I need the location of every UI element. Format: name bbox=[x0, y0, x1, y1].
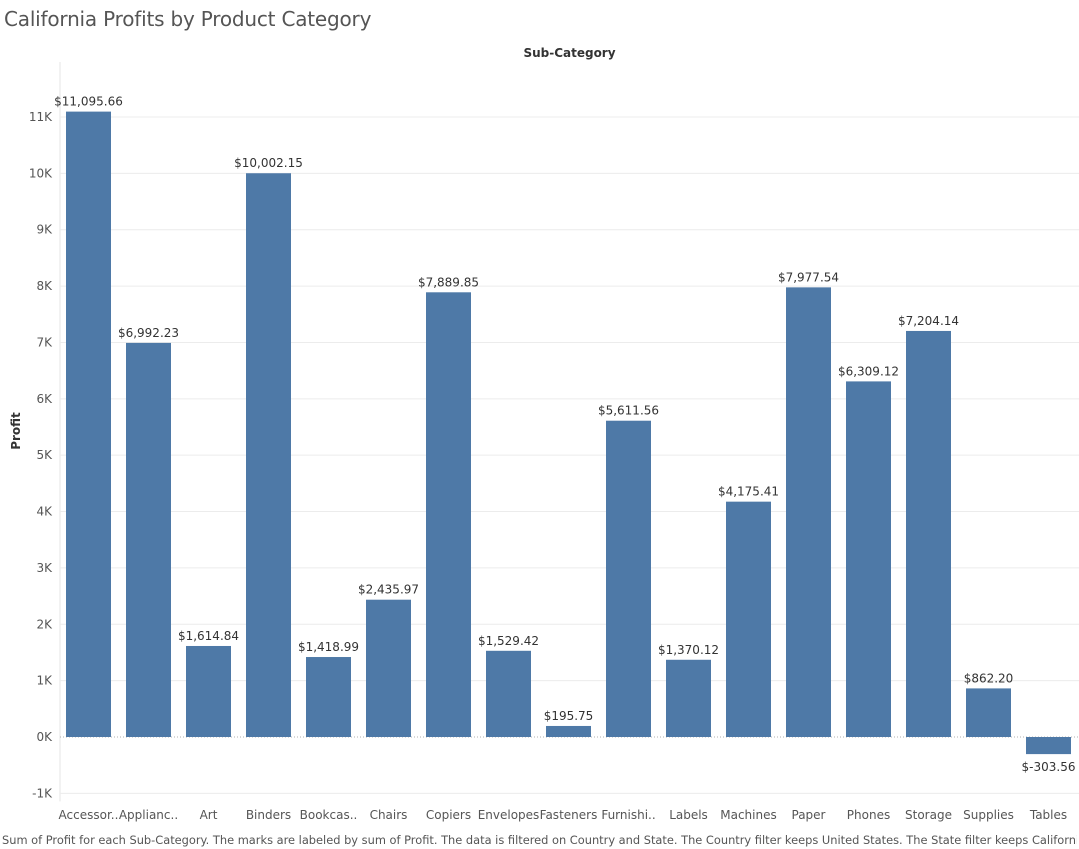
x-tick-label: Tables bbox=[1029, 808, 1067, 822]
x-tick-label: Fasteners bbox=[540, 808, 598, 822]
data-label: $862.20 bbox=[964, 671, 1014, 685]
x-tick-label: Art bbox=[200, 808, 218, 822]
x-tick-label: Labels bbox=[669, 808, 708, 822]
data-label: $10,002.15 bbox=[234, 156, 303, 170]
data-label: $6,309.12 bbox=[838, 364, 899, 378]
x-tick-label: Phones bbox=[847, 808, 890, 822]
y-tick-label: 6K bbox=[36, 392, 53, 406]
data-label: $-303.56 bbox=[1022, 760, 1076, 774]
data-label: $195.75 bbox=[544, 709, 594, 723]
bar bbox=[366, 599, 411, 737]
y-tick-label: 7K bbox=[36, 335, 53, 349]
x-axis-header: Sub-Category bbox=[523, 46, 616, 60]
bar bbox=[306, 657, 351, 737]
y-tick-label: 9K bbox=[36, 223, 53, 237]
bar bbox=[606, 420, 651, 737]
x-tick-label: Copiers bbox=[426, 808, 471, 822]
x-tick-label: Storage bbox=[905, 808, 952, 822]
bar bbox=[966, 688, 1011, 737]
bar bbox=[546, 725, 591, 737]
bar bbox=[1026, 737, 1071, 755]
bar bbox=[186, 645, 231, 737]
bar bbox=[426, 292, 471, 737]
data-label: $4,175.41 bbox=[718, 485, 779, 499]
bar bbox=[726, 501, 771, 737]
y-tick-label: 4K bbox=[36, 505, 53, 519]
y-tick-label: 0K bbox=[36, 730, 53, 744]
data-label: $1,370.12 bbox=[658, 643, 719, 657]
bar bbox=[126, 342, 171, 737]
bar bbox=[666, 659, 711, 737]
x-tick-label: Binders bbox=[246, 808, 291, 822]
data-label: $11,095.66 bbox=[54, 95, 123, 109]
y-tick-label: 10K bbox=[29, 166, 53, 180]
x-tick-label: Bookcas.. bbox=[300, 808, 358, 822]
data-label: $1,614.84 bbox=[178, 629, 239, 643]
bar bbox=[246, 173, 291, 738]
x-tick-label: Furnishi.. bbox=[601, 808, 655, 822]
bar bbox=[486, 650, 531, 737]
x-tick-label: Envelopes bbox=[478, 808, 540, 822]
data-label: $2,435.97 bbox=[358, 583, 419, 597]
bar bbox=[846, 381, 891, 737]
data-label: $7,889.85 bbox=[418, 275, 479, 289]
data-label: $6,992.23 bbox=[118, 326, 179, 340]
bar bbox=[906, 330, 951, 737]
data-label: $1,529.42 bbox=[478, 634, 539, 648]
x-tick-label: Chairs bbox=[370, 808, 408, 822]
bar bbox=[786, 287, 831, 737]
data-label: $5,611.56 bbox=[598, 404, 659, 418]
y-tick-label: 8K bbox=[36, 279, 53, 293]
x-tick-label: Accessor.. bbox=[59, 808, 119, 822]
y-tick-label: 3K bbox=[36, 561, 53, 575]
x-tick-label: Machines bbox=[720, 808, 776, 822]
data-label: $7,204.14 bbox=[898, 314, 959, 328]
chart-title: California Profits by Product Category bbox=[4, 7, 372, 31]
x-tick-label: Paper bbox=[792, 808, 826, 822]
x-tick-label: Supplies bbox=[963, 808, 1014, 822]
x-tick-label: Applianc.. bbox=[119, 808, 178, 822]
y-tick-label: 2K bbox=[36, 617, 53, 631]
y-tick-label: -1K bbox=[32, 786, 53, 800]
data-label: $1,418.99 bbox=[298, 640, 359, 654]
y-tick-label: 11K bbox=[29, 110, 53, 124]
data-label: $7,977.54 bbox=[778, 270, 839, 284]
y-tick-label: 5K bbox=[36, 448, 53, 462]
bar bbox=[66, 111, 111, 737]
chart-caption: Sum of Profit for each Sub-Category. The… bbox=[2, 833, 1077, 847]
y-tick-label: 1K bbox=[36, 674, 53, 688]
